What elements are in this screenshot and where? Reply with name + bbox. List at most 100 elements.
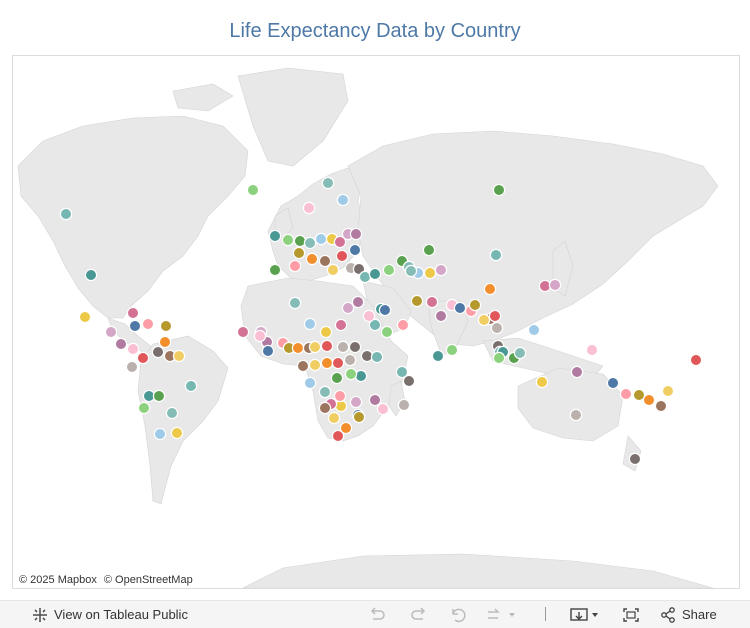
country-marker[interactable] xyxy=(423,266,437,280)
country-marker[interactable] xyxy=(330,371,344,385)
country-marker[interactable] xyxy=(335,249,349,263)
country-marker[interactable] xyxy=(548,278,562,292)
country-marker[interactable] xyxy=(410,294,424,308)
map-attribution[interactable]: © 2025 Mapbox © OpenStreetMap xyxy=(17,574,199,586)
country-marker[interactable] xyxy=(661,384,675,398)
country-marker[interactable] xyxy=(349,227,363,241)
country-marker[interactable] xyxy=(291,341,305,355)
country-marker[interactable] xyxy=(492,183,506,197)
country-marker[interactable] xyxy=(331,429,345,443)
country-marker[interactable] xyxy=(378,303,392,317)
country-marker[interactable] xyxy=(370,350,384,364)
country-marker[interactable] xyxy=(397,398,411,412)
country-marker[interactable] xyxy=(489,248,503,262)
country-marker[interactable] xyxy=(314,232,328,246)
country-marker[interactable] xyxy=(425,295,439,309)
country-marker[interactable] xyxy=(334,318,348,332)
osm-attribution[interactable]: © OpenStreetMap xyxy=(103,574,193,586)
country-marker[interactable] xyxy=(268,263,282,277)
country-marker[interactable] xyxy=(326,263,340,277)
country-marker[interactable] xyxy=(246,183,260,197)
country-marker[interactable] xyxy=(341,301,355,315)
country-marker[interactable] xyxy=(253,329,267,343)
country-marker[interactable] xyxy=(376,402,390,416)
country-marker[interactable] xyxy=(320,356,334,370)
country-marker[interactable] xyxy=(431,349,445,363)
map-canvas[interactable] xyxy=(13,56,739,588)
country-marker[interactable] xyxy=(351,295,365,309)
country-marker[interactable] xyxy=(434,309,448,323)
country-marker[interactable] xyxy=(136,351,150,365)
country-marker[interactable] xyxy=(293,234,307,248)
country-marker[interactable] xyxy=(368,393,382,407)
country-marker[interactable] xyxy=(126,306,140,320)
country-marker[interactable] xyxy=(78,310,92,324)
country-marker[interactable] xyxy=(689,353,703,367)
country-marker[interactable] xyxy=(483,282,497,296)
share-button[interactable]: Share xyxy=(660,601,717,628)
mapbox-attribution[interactable]: © 2025 Mapbox xyxy=(19,574,97,586)
country-marker[interactable] xyxy=(402,374,416,388)
country-marker[interactable] xyxy=(126,342,140,356)
country-marker[interactable] xyxy=(344,367,358,381)
country-marker[interactable] xyxy=(654,399,668,413)
country-marker[interactable] xyxy=(281,233,295,247)
country-marker[interactable] xyxy=(354,369,368,383)
country-marker[interactable] xyxy=(336,193,350,207)
country-marker[interactable] xyxy=(308,340,322,354)
country-marker[interactable] xyxy=(339,421,353,435)
country-marker[interactable] xyxy=(158,335,172,349)
country-marker[interactable] xyxy=(318,385,332,399)
country-marker[interactable] xyxy=(125,360,139,374)
country-marker[interactable] xyxy=(137,401,151,415)
country-marker[interactable] xyxy=(513,346,527,360)
country-marker[interactable] xyxy=(141,317,155,331)
download-button[interactable] xyxy=(570,601,602,628)
country-marker[interactable] xyxy=(170,426,184,440)
country-marker[interactable] xyxy=(642,393,656,407)
country-marker[interactable] xyxy=(632,388,646,402)
country-marker[interactable] xyxy=(477,313,491,327)
country-marker[interactable] xyxy=(490,321,504,335)
revert-button[interactable] xyxy=(449,601,467,628)
country-marker[interactable] xyxy=(128,319,142,333)
country-marker[interactable] xyxy=(318,401,332,415)
country-marker[interactable] xyxy=(382,263,396,277)
country-marker[interactable] xyxy=(606,376,620,390)
country-marker[interactable] xyxy=(268,229,282,243)
country-marker[interactable] xyxy=(434,263,448,277)
country-marker[interactable] xyxy=(84,268,98,282)
world-map[interactable]: © 2025 Mapbox © OpenStreetMap xyxy=(12,55,740,589)
country-marker[interactable] xyxy=(159,319,173,333)
country-marker[interactable] xyxy=(468,298,482,312)
country-marker[interactable] xyxy=(153,427,167,441)
country-marker[interactable] xyxy=(404,264,418,278)
country-marker[interactable] xyxy=(152,389,166,403)
redo-button[interactable] xyxy=(410,601,428,628)
country-markers[interactable] xyxy=(59,176,703,466)
country-marker[interactable] xyxy=(422,243,436,257)
country-marker[interactable] xyxy=(331,356,345,370)
country-marker[interactable] xyxy=(380,325,394,339)
country-marker[interactable] xyxy=(527,323,541,337)
country-marker[interactable] xyxy=(320,339,334,353)
country-marker[interactable] xyxy=(368,267,382,281)
country-marker[interactable] xyxy=(165,406,179,420)
country-marker[interactable] xyxy=(261,344,275,358)
country-marker[interactable] xyxy=(348,340,362,354)
country-marker[interactable] xyxy=(445,343,459,357)
country-marker[interactable] xyxy=(343,353,357,367)
country-marker[interactable] xyxy=(172,349,186,363)
country-marker[interactable] xyxy=(305,252,319,266)
country-marker[interactable] xyxy=(333,389,347,403)
country-marker[interactable] xyxy=(303,376,317,390)
country-marker[interactable] xyxy=(492,351,506,365)
country-marker[interactable] xyxy=(453,301,467,315)
undo-button[interactable] xyxy=(368,601,386,628)
country-marker[interactable] xyxy=(302,201,316,215)
country-marker[interactable] xyxy=(104,325,118,339)
refresh-button[interactable] xyxy=(485,601,517,628)
country-marker[interactable] xyxy=(619,387,633,401)
country-marker[interactable] xyxy=(59,207,73,221)
country-marker[interactable] xyxy=(628,452,642,466)
